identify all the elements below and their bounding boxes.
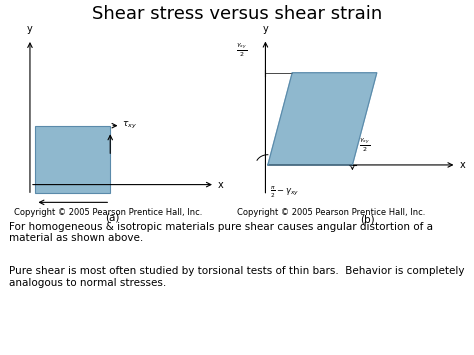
Text: $\frac{\gamma_{xy}}{2}$: $\frac{\gamma_{xy}}{2}$ <box>236 42 246 59</box>
Text: $\frac{\pi}{2}-\gamma_{xy}$: $\frac{\pi}{2}-\gamma_{xy}$ <box>270 185 299 201</box>
Text: For homogeneous & isotropic materials pure shear causes angular distortion of a
: For homogeneous & isotropic materials pu… <box>9 222 434 244</box>
Text: Pure shear is most often studied by torsional tests of thin bars.  Behavior is c: Pure shear is most often studied by tors… <box>9 266 465 288</box>
Text: y: y <box>27 24 33 34</box>
Polygon shape <box>268 73 377 165</box>
Text: y: y <box>263 24 268 34</box>
Text: $\frac{\gamma_{xy}}{2}$: $\frac{\gamma_{xy}}{2}$ <box>359 137 370 154</box>
Text: $\tau_{xy}$: $\tau_{xy}$ <box>122 120 137 131</box>
Text: Copyright © 2005 Pearson Prentice Hall, Inc.: Copyright © 2005 Pearson Prentice Hall, … <box>237 208 425 217</box>
Text: Copyright © 2005 Pearson Prentice Hall, Inc.: Copyright © 2005 Pearson Prentice Hall, … <box>14 208 202 217</box>
Text: x: x <box>460 160 465 170</box>
Text: (a): (a) <box>105 213 120 223</box>
Text: Shear stress versus shear strain: Shear stress versus shear strain <box>92 5 382 23</box>
Text: x: x <box>218 180 224 190</box>
Text: (b): (b) <box>360 214 374 224</box>
Bar <box>36 126 110 193</box>
